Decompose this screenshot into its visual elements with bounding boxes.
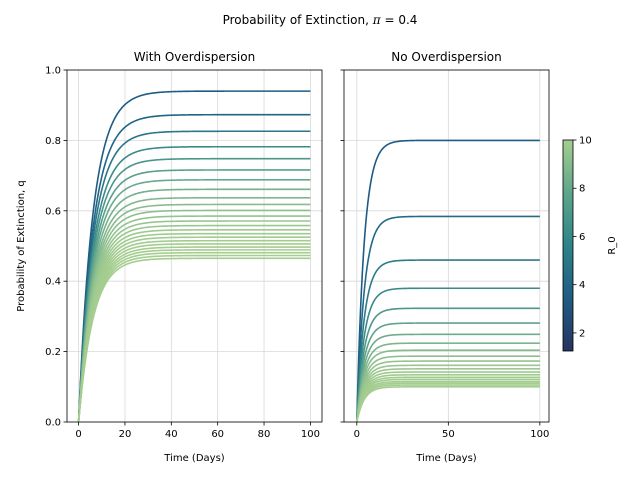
series-line-17 (356, 380, 540, 423)
series-line-6 (356, 333, 540, 423)
y-tick-label: 0.8 (45, 136, 61, 147)
x-tick-label: 20 (119, 429, 132, 440)
series-line-21 (77, 251, 311, 423)
series-line-1 (356, 215, 540, 423)
suptitle-symbol: π (372, 13, 382, 27)
y-tick-label: 1.0 (45, 66, 61, 77)
series-line-11 (77, 215, 311, 423)
x-axis-label: Time (Days) (415, 453, 477, 464)
series-line-16 (356, 378, 540, 423)
series-line-22 (77, 254, 311, 423)
axes-frame (343, 69, 550, 423)
series-line-18 (356, 382, 540, 423)
series-line-15 (356, 376, 540, 423)
series-line-23 (77, 257, 311, 423)
series-line-0 (77, 90, 311, 423)
series-line-3 (77, 145, 311, 423)
series-line-7 (77, 188, 311, 423)
series-line-12 (356, 368, 540, 423)
x-tick-label: 100 (301, 429, 320, 440)
series-line-8 (356, 349, 540, 423)
panel-with-overdispersion: 0 20 40 60 80 100 0.0 0.2 0.4 0.6 0.8 1.0 With Overd… (16, 50, 323, 464)
series-line-8 (77, 196, 311, 423)
y-axis-label: Probability of Extinction, q (16, 180, 27, 312)
axes-frame (66, 69, 323, 423)
suptitle-prefix: Probability of Extinction, (223, 13, 373, 27)
series-line-4 (77, 157, 311, 423)
colorbar-tick-label: 10 (579, 136, 592, 147)
series-line-5 (77, 169, 311, 423)
series-line-13 (77, 224, 311, 423)
y-tick-label: 0.2 (45, 347, 61, 358)
series-line-12 (77, 220, 311, 423)
x-tick-label: 60 (211, 429, 224, 440)
x-tick-label: 40 (165, 429, 178, 440)
series-line-6 (77, 179, 311, 423)
panel-title: With Overdispersion (134, 50, 255, 64)
series-line-0 (356, 139, 540, 423)
x-tick-label: 100 (530, 429, 549, 440)
suptitle-suffix: = 0.4 (381, 13, 418, 27)
series-line-15 (77, 232, 311, 423)
colorbar: 2 4 6 8 10 R_0 (562, 136, 618, 352)
series-line-14 (77, 229, 311, 423)
series-line-20 (77, 249, 311, 423)
series-line-3 (356, 287, 540, 423)
series-line-4 (356, 307, 540, 423)
series-line-9 (77, 203, 311, 423)
colorbar-tick-label: 6 (579, 232, 585, 243)
panel-title: No Overdispersion (391, 50, 501, 64)
colorbar-label: R_0 (607, 236, 618, 254)
x-axis-label: Time (Days) (163, 453, 225, 464)
colorbar-tick-label: 4 (579, 280, 585, 291)
series-line-19 (356, 384, 540, 423)
series-line-2 (356, 259, 540, 423)
colorbar-frame (562, 139, 574, 352)
x-tick-label: 50 (442, 429, 455, 440)
colorbar-tick-label: 8 (579, 184, 585, 195)
series-line-2 (77, 130, 311, 423)
series-line-7 (356, 342, 540, 423)
series-line-20 (356, 386, 540, 423)
colorbar-tick-label: 2 (579, 328, 585, 339)
y-tick-label: 0.6 (45, 206, 61, 217)
series-line-11 (356, 364, 540, 423)
x-tick-label: 0 (75, 429, 81, 440)
figure-suptitle: Probability of Extinction, π = 0.4 (223, 13, 418, 27)
series-line-17 (77, 239, 311, 423)
series-line-10 (356, 360, 540, 423)
series-line-13 (356, 371, 540, 423)
series-line-9 (356, 355, 540, 423)
series-line-5 (356, 322, 540, 423)
series-line-16 (77, 236, 311, 423)
series-line-14 (356, 374, 540, 423)
series-line-10 (77, 209, 311, 423)
panel-no-overdispersion: 0 50 100 No Overdispersion Time (Days) (340, 50, 550, 464)
x-tick-label: 0 (354, 429, 360, 440)
y-tick-label: 0.4 (45, 277, 61, 288)
series-line-19 (77, 246, 311, 423)
series-line-18 (77, 243, 311, 423)
series-line-1 (77, 113, 311, 423)
colorbar-gradient (563, 140, 573, 351)
y-tick-label: 0.0 (45, 418, 61, 429)
x-tick-label: 80 (258, 429, 271, 440)
